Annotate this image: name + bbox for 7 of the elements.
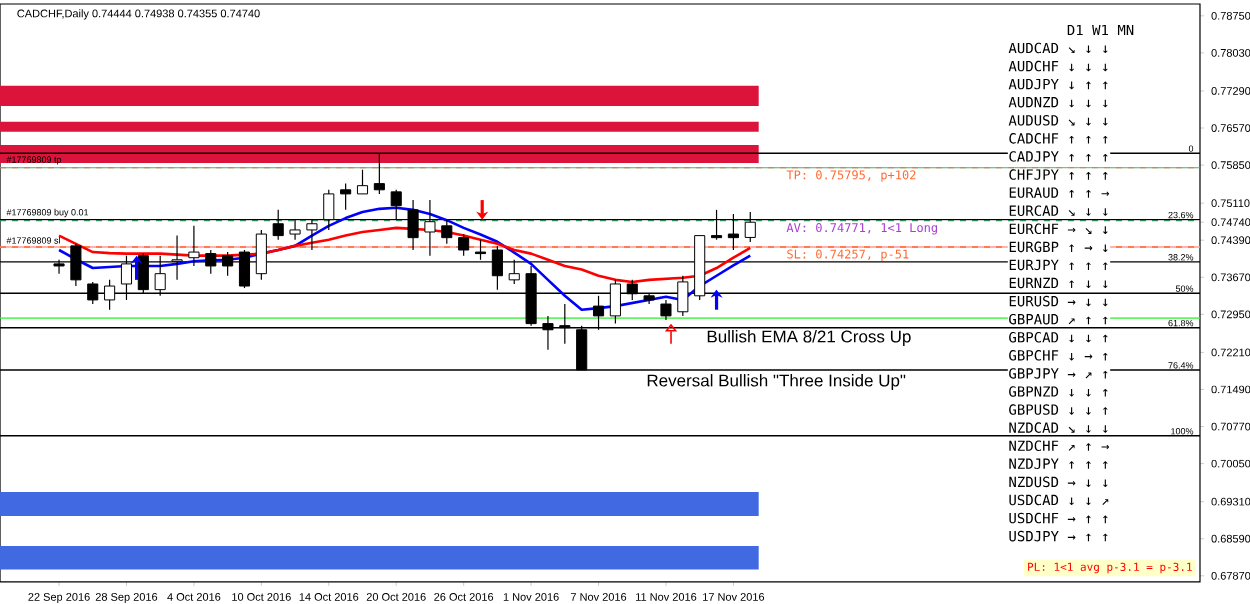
annotation: Bullish EMA 8/21 Cross Up [707,330,911,346]
candlestick [356,169,369,195]
candlestick [458,233,470,257]
candlestick [441,219,453,245]
candlestick [660,299,672,321]
candlestick [340,183,352,211]
annotation: Reversal Bullish "Three Inside Up" [647,374,906,390]
